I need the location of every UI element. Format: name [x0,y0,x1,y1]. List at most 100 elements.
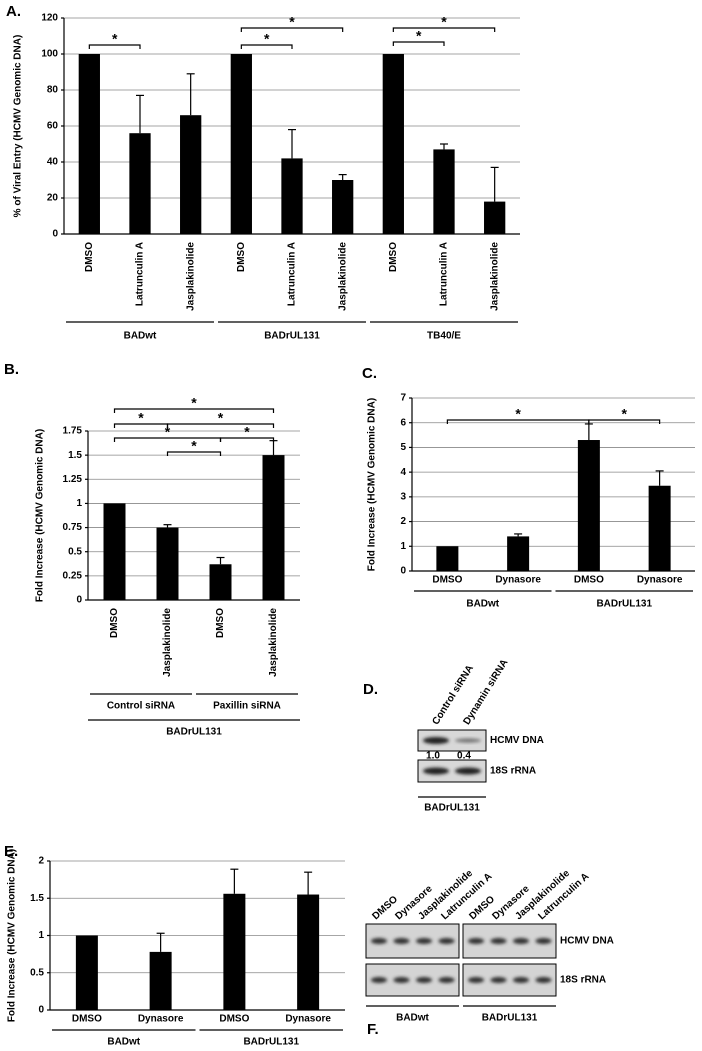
significance-bracket [219,437,275,442]
significance-star: * [622,406,628,422]
panel-label: D. [363,681,378,698]
y-axis-label: Fold Increase (HCMV Genomic DNA) [35,429,46,602]
significance-bracket [240,27,344,32]
group-label: BADwt [396,1013,429,1024]
significance-star: * [191,438,197,454]
gel-box [417,759,487,783]
group-label: Control siRNA [107,701,175,712]
y-tick-label: 0.75 [63,522,83,533]
group-label: BADrUL131 [166,727,222,738]
gel-band [468,938,484,944]
x-tick-label: Jasplakinolide [162,608,173,677]
bar [484,201,506,234]
significance-star: * [515,406,521,422]
x-tick-label: DMSO [388,242,399,272]
bar [281,158,303,234]
significance-bracket [392,41,445,46]
error-bar [514,533,523,537]
group-label: BADrUL131 [424,803,480,814]
y-tick-label: 1.75 [63,426,83,437]
x-tick-label: DMSO [72,1014,102,1025]
panel-label: E. [4,843,18,860]
gel-band [438,977,455,983]
group-label: BADwt [107,1037,140,1046]
x-tick-label: Dynasore [495,575,541,586]
y-tick-label: 2 [38,856,44,867]
x-tick-label: Jasplakinolide [185,242,196,311]
bar [223,893,246,1010]
significance-bracket [392,27,496,32]
group-label: Paxillin siRNA [213,701,281,712]
quantification: 1.0 [426,751,440,762]
y-tick-label: 0.5 [68,546,82,557]
panel-label: C. [362,365,377,382]
significance-star: * [416,28,422,44]
gel-band [393,938,410,944]
quantification: 0.4 [457,751,471,762]
significance-star: * [165,424,171,440]
significance-star: * [218,410,224,426]
y-tick-label: 0 [76,595,82,606]
error-bar [230,868,239,894]
band-label: HCMV DNA [490,735,544,746]
y-tick-label: 0.5 [30,967,44,978]
x-tick-label: DMSO [84,242,95,272]
bar [149,951,172,1010]
gel-band [423,737,449,744]
error-bar [304,871,313,895]
bar [78,54,100,234]
significance-star: * [191,395,197,411]
gel-band [468,977,484,983]
band-label: 18S rRNA [490,766,536,777]
gel-band [455,767,481,775]
error-bar [440,143,448,150]
x-tick-label: DMSO [219,1014,249,1025]
bar [297,894,320,1010]
x-tick-label: Dynasore [637,575,683,586]
gel-band [438,938,455,944]
y-tick-label: 80 [47,85,59,96]
y-axis-label: Fold Increase (HCMV Genomic DNA) [7,849,18,1022]
bar [507,536,530,571]
y-tick-label: 6 [400,417,406,428]
bar [436,546,459,571]
y-tick-label: 5 [400,442,406,453]
panel-label: F. [367,1021,379,1038]
gel-band [393,977,410,983]
bar [129,133,151,234]
y-tick-label: 0 [38,1005,44,1016]
group-label: BADrUL131 [243,1037,299,1046]
significance-bracket [113,408,275,413]
y-tick-label: 3 [400,491,406,502]
y-tick-label: 7 [400,393,406,404]
y-tick-label: 40 [47,157,59,168]
band-label: 18S rRNA [560,975,606,986]
gel-band [513,977,529,983]
y-tick-label: 0 [400,566,406,577]
gel-band [535,977,552,983]
y-tick-label: 1 [76,498,82,509]
x-tick-label: Jasplakinolide [337,242,348,311]
gel-band [416,938,432,944]
x-tick-label: Latrunculin A [439,242,450,306]
group-label: BADwt [124,331,157,342]
y-axis-label: % of Viral Entry (HCMV Genomic DNA) [13,35,24,218]
group-label: BADrUL131 [596,599,652,610]
y-tick-label: 1.5 [30,893,44,904]
bar [433,149,455,234]
bar [262,455,285,600]
y-tick-label: 1 [400,541,406,552]
bar [230,54,252,234]
error-bar [163,524,172,528]
x-tick-label: Jasplakinolide [489,242,500,311]
error-bar [186,73,195,116]
x-tick-label: Dynasore [285,1014,331,1025]
band-label: HCMV DNA [560,936,614,947]
bar [103,503,126,600]
error-bar [655,470,664,486]
x-tick-label: Latrunculin A [135,242,146,306]
panel-label: B. [4,361,19,378]
bar [209,564,232,600]
significance-bracket [166,451,222,456]
